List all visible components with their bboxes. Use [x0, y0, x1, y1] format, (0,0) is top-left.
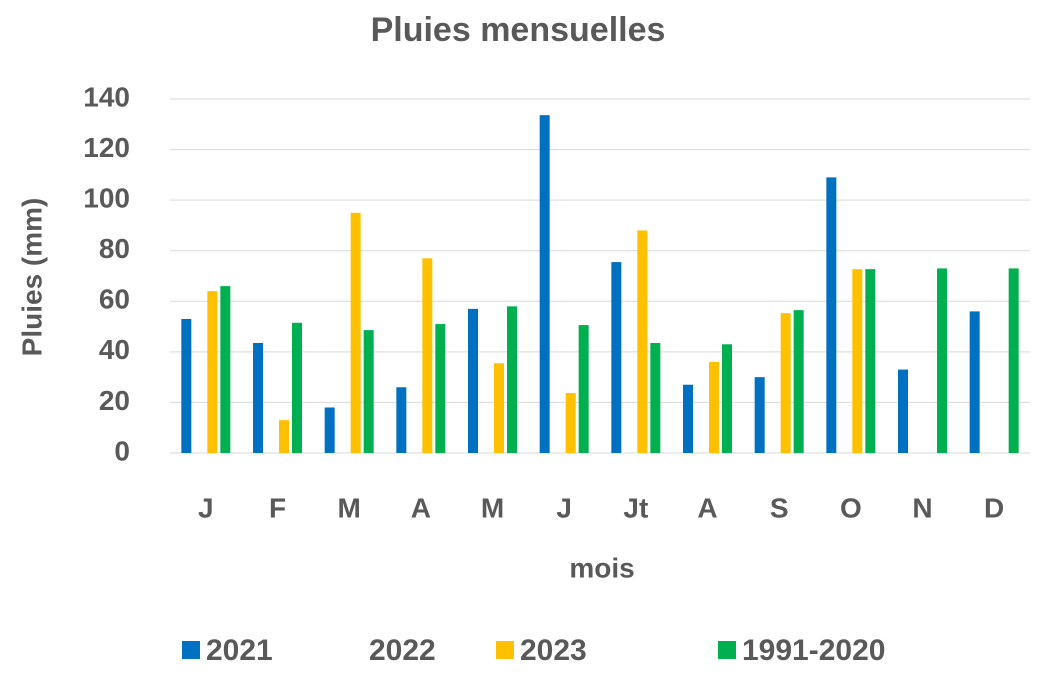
bar	[969, 311, 980, 453]
bar	[754, 377, 765, 453]
bar	[363, 330, 374, 453]
x-tick-label: M	[338, 492, 361, 523]
bar	[826, 177, 837, 453]
bar	[220, 286, 231, 453]
bar	[494, 363, 504, 453]
bar	[350, 212, 361, 453]
bar	[507, 306, 517, 453]
bar	[611, 262, 622, 453]
bar	[683, 384, 693, 453]
y-tick-label: 0	[114, 435, 130, 466]
bar	[1008, 268, 1019, 453]
x-tick-label: O	[840, 492, 862, 523]
bar	[898, 369, 908, 453]
bar	[650, 343, 661, 453]
x-tick-label: Jt	[623, 492, 648, 523]
bar	[324, 407, 335, 453]
x-tick-label: A	[697, 492, 717, 523]
bar	[722, 344, 732, 453]
x-tick-label: F	[269, 492, 286, 523]
bar	[435, 324, 446, 453]
x-tick-label: M	[481, 492, 504, 523]
x-tick-label: A	[411, 492, 431, 523]
bar	[937, 268, 947, 453]
bar	[396, 387, 407, 453]
bar	[565, 393, 576, 453]
y-tick-label: 80	[99, 233, 130, 264]
legend-label: 2023	[520, 634, 587, 667]
bar	[578, 325, 589, 453]
bar	[709, 361, 719, 453]
y-tick-label: 140	[83, 81, 130, 112]
bar	[637, 230, 648, 453]
y-tick-label: 120	[83, 132, 130, 163]
bar	[207, 291, 218, 453]
legend-label: 2021	[206, 634, 273, 667]
x-tick-label: S	[770, 492, 789, 523]
bar	[780, 313, 791, 453]
bar	[292, 322, 302, 453]
chart-title: Pluies mensuelles	[371, 11, 666, 49]
bar	[539, 115, 550, 453]
bar	[793, 310, 804, 453]
x-tick-label: J	[556, 492, 572, 523]
legend-label: 1991-2020	[742, 634, 885, 667]
bar	[279, 420, 289, 453]
bar	[468, 308, 478, 453]
legend-swatch	[182, 641, 200, 659]
x-tick-label: N	[912, 492, 932, 523]
y-axis-title: Pluies (mm)	[16, 198, 47, 357]
bar	[865, 269, 876, 453]
x-axis-title: mois	[569, 552, 634, 583]
bar	[422, 258, 433, 453]
y-tick-label: 60	[99, 284, 130, 315]
legend-label: 2022	[369, 634, 436, 667]
y-tick-label: 100	[83, 183, 130, 214]
y-tick-label: 40	[99, 334, 130, 365]
bar	[852, 269, 863, 453]
bar	[253, 343, 263, 453]
legend-swatch	[345, 641, 363, 659]
x-tick-label: D	[984, 492, 1004, 523]
y-tick-label: 20	[99, 385, 130, 416]
bar	[181, 318, 192, 453]
legend-swatch	[496, 641, 514, 659]
legend-swatch	[718, 641, 736, 659]
x-tick-label: J	[198, 492, 214, 523]
